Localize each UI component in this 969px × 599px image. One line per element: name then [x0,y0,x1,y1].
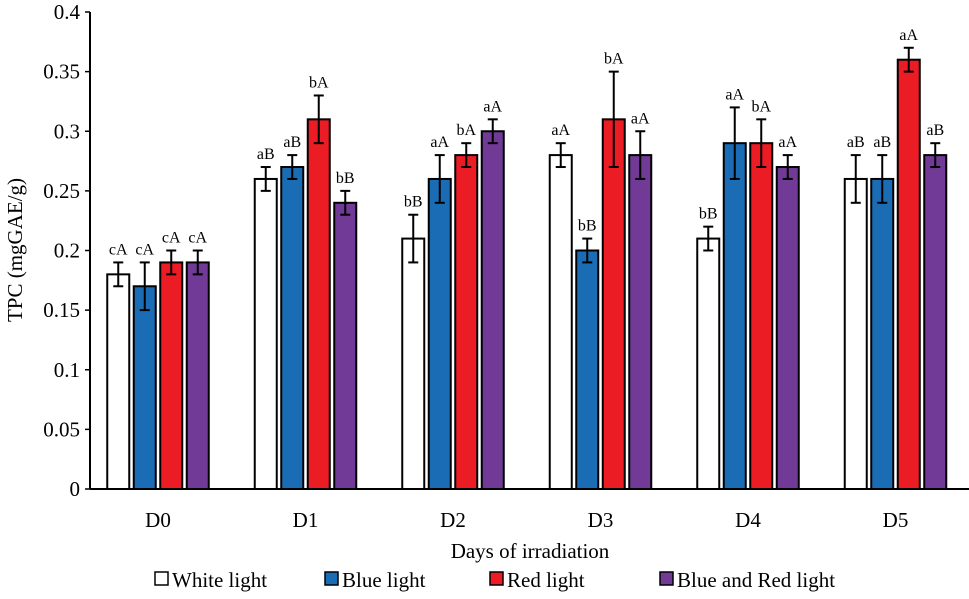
bar [159,261,184,490]
bar [575,249,600,490]
data-label: aB [847,134,865,151]
bar [106,273,131,490]
bar [185,261,210,490]
data-label: bB [404,194,423,211]
legend-swatch [154,571,169,586]
bars: cA cA cA cA aB aB bA bB bB aA bA aA aA bB bA aA bB aA bA aA… [106,27,948,491]
y-tick-label: 0.3 [54,119,80,143]
x-tick-label: D0 [145,508,171,532]
bar [628,154,653,490]
data-label: aA [899,27,918,44]
y-tick-label: 0.15 [43,298,80,322]
data-label: cA [162,230,181,247]
bar [480,130,505,490]
legend-swatch [489,571,504,586]
bar [923,154,948,490]
data-label: aB [873,134,891,151]
bar [896,58,921,490]
data-label: cA [109,241,128,258]
x-axis-label: Days of irradiation [451,539,610,563]
data-label: aA [725,86,744,103]
data-label: bA [751,98,771,115]
bar [722,142,747,491]
y-tick-label: 0 [70,477,81,501]
x-tick-label: D4 [735,508,761,532]
y-axis-label: TPC (mgGAE/g) [3,178,27,322]
legend: White light Blue light Red light Blue and R… [154,568,835,592]
data-label: aA [778,134,797,151]
data-label: bA [456,122,476,139]
data-label: bB [699,206,718,223]
bar [280,166,305,490]
data-label: cA [135,241,154,258]
data-label: aA [483,98,502,115]
y-tick-label: 0.1 [54,358,80,382]
data-label: aB [926,122,944,139]
data-label: bB [336,170,355,187]
legend-swatch [324,571,339,586]
bar [132,285,157,490]
bar [548,154,573,490]
data-label: aA [430,134,449,151]
y-tick-label: 0.05 [43,417,80,441]
y-axis: 0 0.05 0.1 0.15 0.2 0.25 0.3 0.35 0.4 [43,0,91,501]
y-tick-label: 0.35 [43,60,80,84]
legend-label: Red light [507,568,585,592]
bar [843,177,868,490]
bar [601,118,626,490]
data-label: aB [257,146,275,163]
bar [253,177,278,490]
bar [870,177,895,490]
x-tick-label: D2 [440,508,466,532]
y-tick-label: 0.2 [54,239,80,263]
data-label: bA [604,51,624,68]
bar [775,166,800,490]
bar [696,237,721,490]
x-axis: D0 D1 D2 D3 D4 D5 [90,488,969,532]
data-label: bA [309,74,329,91]
y-tick-label: 0.4 [54,0,81,24]
y-tick-label: 0.25 [43,179,80,203]
x-tick-label: D3 [588,508,614,532]
bar [333,201,358,491]
bar [306,118,331,490]
legend-label: Blue light [342,568,426,592]
legend-label: White light [172,568,267,592]
bar [749,142,774,491]
data-label: bB [578,218,597,235]
bar [454,154,479,490]
data-label: aA [551,122,570,139]
x-tick-label: D5 [883,508,909,532]
data-label: aB [283,134,301,151]
bar [401,237,426,490]
legend-swatch [659,571,674,586]
legend-label: Blue and Red light [677,568,835,592]
data-label: aA [631,110,650,127]
data-label: cA [188,230,207,247]
bar [427,177,452,490]
x-tick-label: D1 [293,508,319,532]
